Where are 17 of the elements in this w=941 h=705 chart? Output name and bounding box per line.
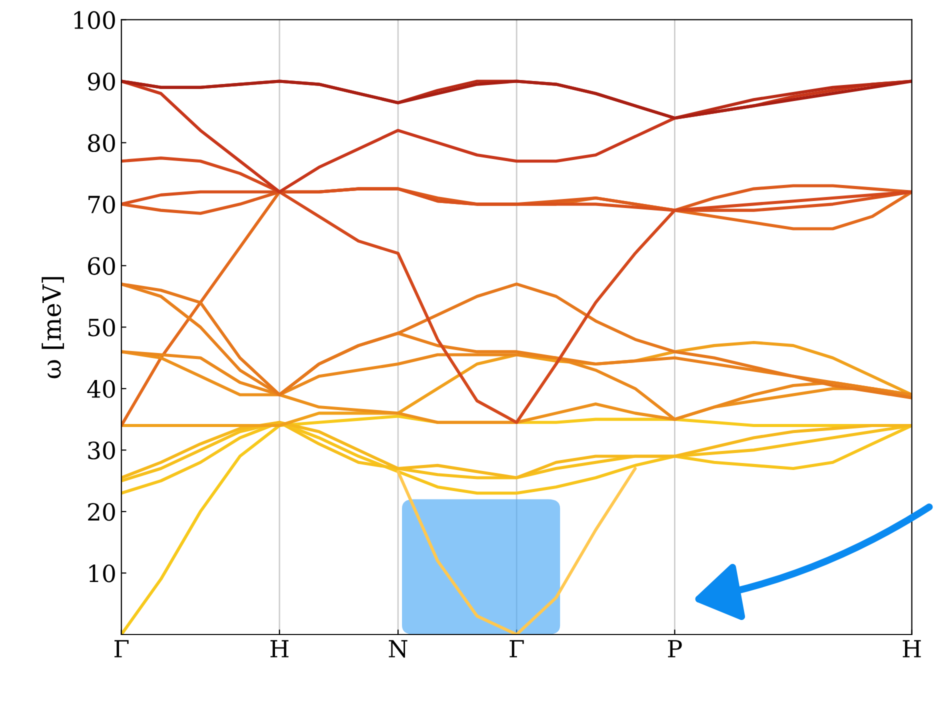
y-tick-label: 10 <box>89 564 115 582</box>
y-tick-label: 30 <box>88 442 115 460</box>
x-tick-label: H <box>902 640 921 658</box>
y-tick-label: 50 <box>88 318 115 336</box>
x-tick-label: Γ <box>510 640 524 658</box>
y-tick-label: 60 <box>88 257 115 275</box>
x-tick-label: H <box>270 640 288 658</box>
y-tick-label: 20 <box>88 502 115 521</box>
x-tick-label: N <box>388 640 408 658</box>
y-tick-label: 90 <box>88 72 115 91</box>
y-tick-label: 70 <box>88 196 115 214</box>
y-axis-title: ω [meV] <box>42 277 64 378</box>
y-tick-label: 80 <box>88 134 115 152</box>
x-tick-label: Γ <box>114 640 129 658</box>
y-tick-label: 100 <box>74 11 115 30</box>
y-tick-label: 40 <box>87 380 115 398</box>
x-tick-label: P <box>668 640 682 658</box>
